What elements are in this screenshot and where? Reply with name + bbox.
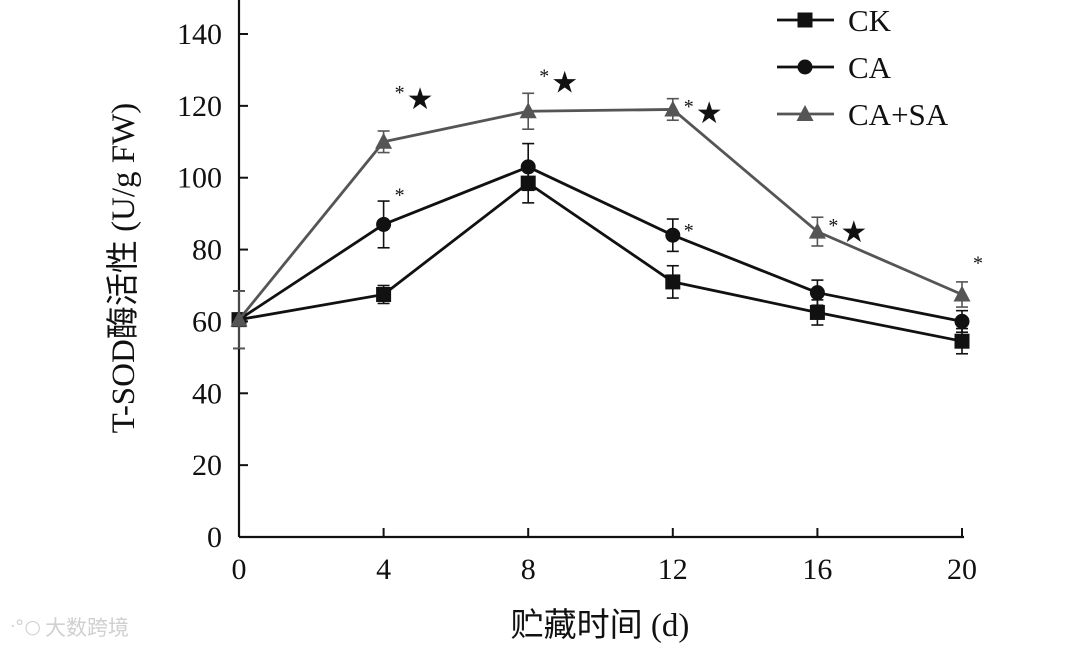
- legend: CK CA CA+SA: [777, 3, 949, 132]
- series-line-ca: [238, 165, 963, 323]
- axes: [237, 0, 964, 539]
- significance-mark: * ★: [395, 82, 434, 117]
- legend-marker: [797, 59, 813, 75]
- data-point-ca: [376, 216, 392, 232]
- x-tick-label: 8: [521, 553, 536, 586]
- x-ticks: 0 4 8 12 16 20: [232, 528, 977, 586]
- y-tick-label: 140: [177, 18, 222, 51]
- data-point-ca-sa: [519, 102, 537, 119]
- legend-item-ck: CK: [777, 3, 892, 38]
- y-tick-label: 80: [192, 234, 222, 267]
- star-mark: ★: [407, 82, 434, 117]
- y-tick-label: 100: [177, 162, 222, 195]
- significance-mark: * ★: [828, 215, 867, 250]
- data-point-ca-sa: [953, 285, 971, 302]
- x-tick-label: 4: [376, 553, 391, 586]
- star-mark: ★: [696, 96, 723, 131]
- series-line-ck: [238, 181, 963, 343]
- watermark-logo-icon: ᐧ°○: [10, 616, 41, 638]
- asterisk-mark: *: [973, 253, 983, 275]
- y-tick-label: 120: [177, 90, 222, 123]
- y-ticks: 0 20 40 60 80 100 120 140: [177, 18, 248, 554]
- data-point-ca-sa: [808, 222, 826, 239]
- x-tick-label: 0: [232, 553, 247, 586]
- significance-mark: * ★: [684, 96, 723, 131]
- significance-mark: *: [684, 220, 694, 242]
- asterisk-mark: *: [395, 184, 405, 206]
- x-tick-label: 12: [658, 553, 688, 586]
- star-mark: ★: [551, 66, 578, 101]
- legend-label: CA: [848, 50, 892, 85]
- data-point-ck: [665, 274, 681, 290]
- series-ca-sa: [230, 92, 971, 350]
- x-axis-label: 贮藏时间 (d): [511, 607, 690, 644]
- legend-marker: [796, 105, 814, 121]
- significance-mark: *: [395, 184, 405, 206]
- significance-mark: * ★: [539, 66, 578, 101]
- asterisk-mark: *: [828, 215, 838, 237]
- data-point-ca-sa: [375, 132, 393, 149]
- annotations: * ★* ★* ★* ★***: [395, 66, 983, 275]
- asterisk-mark: *: [539, 66, 549, 88]
- x-tick-label: 20: [947, 553, 977, 586]
- legend-marker: [797, 12, 813, 28]
- data-point-ck: [954, 333, 970, 349]
- legend-item-ca: CA: [777, 50, 892, 85]
- asterisk-mark: *: [684, 220, 694, 242]
- watermark: ᐧ°○ 大数跨境: [10, 612, 129, 642]
- y-tick-label: 0: [207, 521, 222, 554]
- data-point-ca-sa: [664, 100, 682, 117]
- watermark-text: 大数跨境: [44, 616, 129, 640]
- legend-label: CA+SA: [848, 97, 949, 132]
- data-point-ca-sa: [230, 310, 248, 327]
- series-line-ca-sa: [237, 108, 963, 321]
- series-layer: [230, 92, 971, 355]
- data-point-ck: [376, 286, 392, 302]
- data-point-ck: [809, 304, 825, 320]
- legend-item-ca-sa: CA+SA: [777, 97, 949, 132]
- y-tick-label: 20: [192, 449, 222, 482]
- star-mark: ★: [840, 215, 867, 250]
- y-tick-label: 60: [192, 305, 222, 338]
- asterisk-mark: *: [395, 82, 405, 104]
- y-axis-label: T-SOD酶活性 (U/g FW): [105, 103, 142, 434]
- data-point-ca: [809, 285, 825, 301]
- data-point-ca: [665, 227, 681, 243]
- significance-mark: *: [973, 253, 983, 275]
- y-tick-label: 40: [192, 377, 222, 410]
- asterisk-mark: *: [684, 96, 694, 118]
- legend-label: CK: [848, 3, 892, 38]
- x-tick-label: 16: [802, 553, 832, 586]
- data-point-ca: [954, 313, 970, 329]
- data-point-ca: [520, 159, 536, 175]
